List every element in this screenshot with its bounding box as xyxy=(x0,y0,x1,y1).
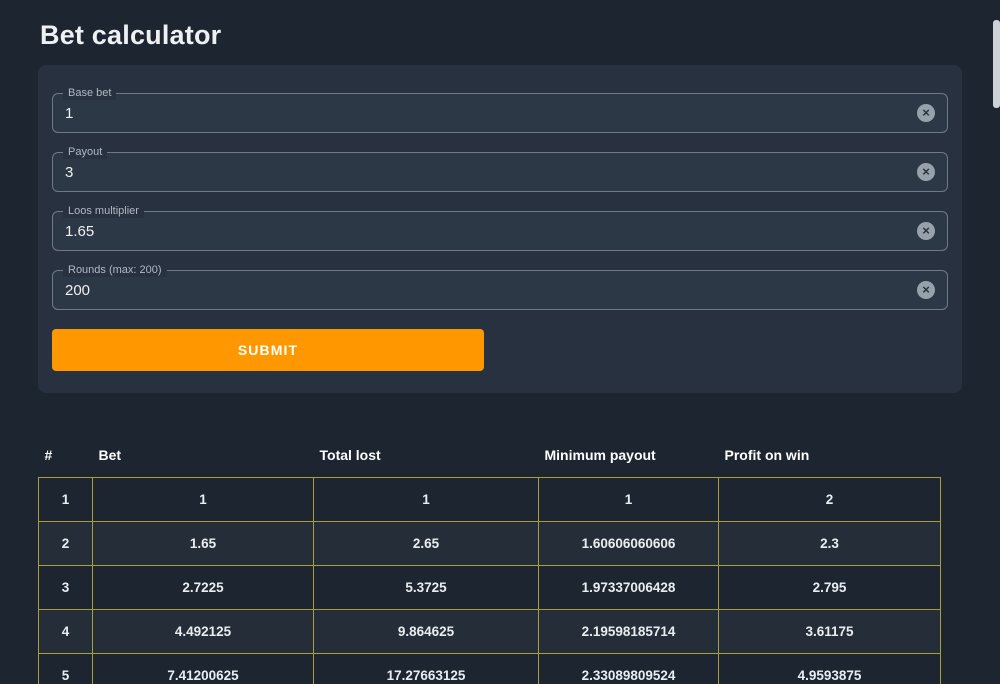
cell-minimum-payout: 1.97337006428 xyxy=(538,565,719,610)
cell-bet: 1 xyxy=(92,477,314,522)
table-row: 1 1 1 1 2 xyxy=(38,477,941,522)
header-bet: Bet xyxy=(98,447,122,463)
cell-total-lost: 1 xyxy=(313,477,539,522)
clear-icon[interactable]: × xyxy=(917,104,935,122)
cell-profit-on-win: 2 xyxy=(718,477,941,522)
cell-profit-on-win: 2.3 xyxy=(718,521,941,566)
bet-calculator-form: Base bet × Payout × Loos multiplier × Ro… xyxy=(38,65,962,393)
table-row: 4 4.492125 9.864625 2.19598185714 3.6117… xyxy=(38,609,941,654)
payout-field: Payout × xyxy=(52,145,948,192)
cell-bet: 1.65 xyxy=(92,521,314,566)
header-minimum-payout: Minimum payout xyxy=(544,447,656,463)
cell-index: 1 xyxy=(38,477,93,522)
page-title: Bet calculator xyxy=(40,20,222,50)
results-table: # Bet Total lost Minimum payout Profit o… xyxy=(38,437,941,684)
header-profit-on-win: Profit on win xyxy=(724,447,810,463)
cell-profit-on-win: 4.9593875 xyxy=(718,653,941,684)
cell-total-lost: 5.3725 xyxy=(313,565,539,610)
scrollbar-thumb[interactable] xyxy=(993,20,1000,108)
header-total-lost: Total lost xyxy=(319,447,381,463)
rounds-label: Rounds (max: 200) xyxy=(63,263,167,277)
loss-multiplier-label: Loos multiplier xyxy=(63,204,144,218)
payout-input[interactable] xyxy=(65,163,917,181)
payout-label: Payout xyxy=(63,145,108,159)
scrollbar[interactable] xyxy=(992,20,1000,684)
cell-bet: 4.492125 xyxy=(92,609,314,654)
rounds-field: Rounds (max: 200) × xyxy=(52,263,948,310)
cell-bet: 7.41200625 xyxy=(92,653,314,684)
base-bet-field: Base bet × xyxy=(52,86,948,133)
cell-index: 3 xyxy=(38,565,93,610)
cell-minimum-payout: 2.33089809524 xyxy=(538,653,719,684)
cell-index: 4 xyxy=(38,609,93,654)
rounds-input[interactable] xyxy=(65,281,917,299)
cell-index: 2 xyxy=(38,521,93,566)
cell-index: 5 xyxy=(38,653,93,684)
table-row: 5 7.41200625 17.27663125 2.33089809524 4… xyxy=(38,653,941,684)
cell-profit-on-win: 2.795 xyxy=(718,565,941,610)
table-header-row: # Bet Total lost Minimum payout Profit o… xyxy=(39,437,941,478)
cell-bet: 2.7225 xyxy=(92,565,314,610)
clear-icon[interactable]: × xyxy=(917,222,935,240)
cell-minimum-payout: 1.60606060606 xyxy=(538,521,719,566)
cell-total-lost: 17.27663125 xyxy=(313,653,539,684)
cell-profit-on-win: 3.61175 xyxy=(718,609,941,654)
header-index: # xyxy=(44,447,53,463)
cell-total-lost: 2.65 xyxy=(313,521,539,566)
table-row: 3 2.7225 5.3725 1.97337006428 2.795 xyxy=(38,565,941,610)
cell-total-lost: 9.864625 xyxy=(313,609,539,654)
loss-multiplier-field: Loos multiplier × xyxy=(52,204,948,251)
submit-button[interactable]: SUBMIT xyxy=(52,329,484,371)
cell-minimum-payout: 2.19598185714 xyxy=(538,609,719,654)
cell-minimum-payout: 1 xyxy=(538,477,719,522)
clear-icon[interactable]: × xyxy=(917,163,935,181)
table-row: 2 1.65 2.65 1.60606060606 2.3 xyxy=(38,521,941,566)
base-bet-input[interactable] xyxy=(65,104,917,122)
clear-icon[interactable]: × xyxy=(917,281,935,299)
results-table-section: # Bet Total lost Minimum payout Profit o… xyxy=(38,437,962,684)
loss-multiplier-input[interactable] xyxy=(65,222,917,240)
base-bet-label: Base bet xyxy=(63,86,117,100)
